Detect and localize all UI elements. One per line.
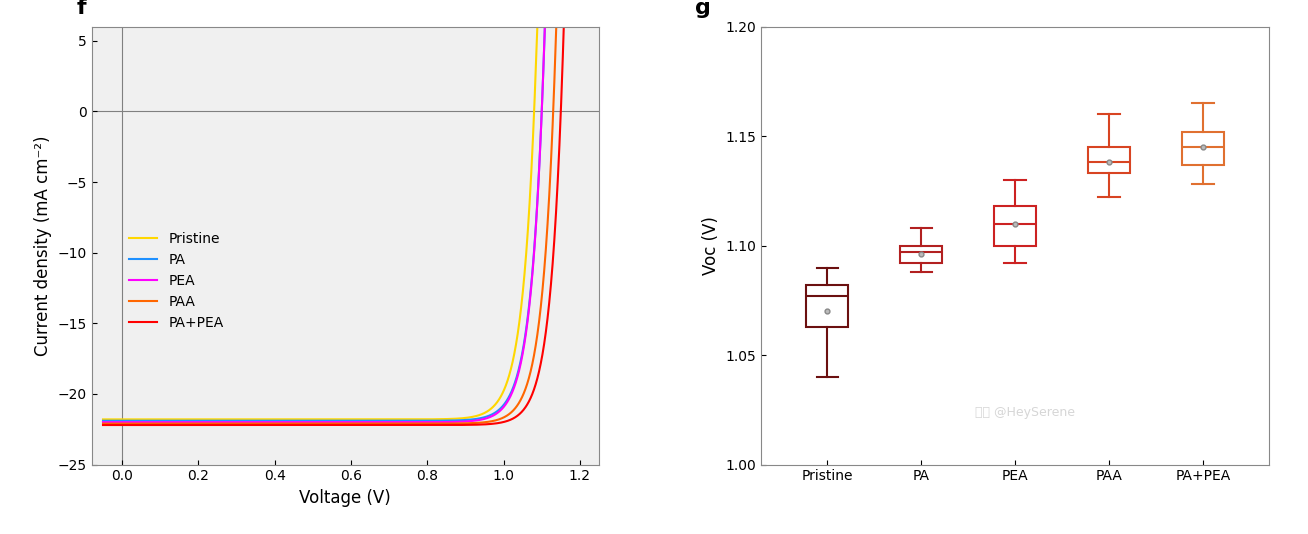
Line: Pristine: Pristine (103, 27, 587, 419)
PAA (318, 420, 334, 427)
PA (566, 23, 582, 30)
Pristine (318, 416, 334, 422)
Pristine (331, 416, 347, 422)
Pristine (530, 23, 545, 30)
Pristine (95, 416, 111, 422)
PEA (318, 419, 334, 426)
PA+PEA (579, 23, 595, 30)
PEA (565, 23, 581, 30)
PA+PEA (120, 422, 136, 428)
PA (565, 23, 581, 30)
PEA (579, 23, 595, 30)
Line: PAA: PAA (103, 27, 587, 423)
Y-axis label: Current density (mA cm⁻²): Current density (mA cm⁻²) (34, 136, 52, 356)
Pristine (579, 23, 595, 30)
PA+PEA (331, 422, 347, 428)
PAA (95, 420, 111, 427)
Text: g: g (695, 0, 710, 18)
Legend: Pristine, PA, PEA, PAA, PA+PEA: Pristine, PA, PEA, PAA, PA+PEA (124, 226, 229, 335)
PEA (331, 419, 347, 426)
PA+PEA (95, 422, 111, 428)
PA (476, 414, 492, 420)
PAA (476, 419, 492, 426)
X-axis label: Voltage (V): Voltage (V) (300, 489, 391, 507)
Pristine (565, 23, 581, 30)
PA+PEA (565, 23, 581, 30)
Y-axis label: Voc (V): Voc (V) (702, 216, 721, 275)
Text: 知乎 @HeySerene: 知乎 @HeySerene (976, 405, 1075, 419)
Line: PEA: PEA (103, 27, 587, 422)
Text: f: f (77, 0, 86, 18)
Pristine (120, 416, 136, 422)
PA (331, 418, 347, 424)
PAA (566, 23, 582, 30)
Pristine (476, 410, 492, 416)
PAA (120, 420, 136, 427)
PEA (566, 23, 582, 30)
PEA (120, 419, 136, 426)
PA+PEA (556, 23, 572, 30)
PEA (95, 419, 111, 426)
Line: PA: PA (103, 27, 587, 421)
PA (318, 418, 334, 424)
PA+PEA (566, 23, 582, 30)
Line: PA+PEA: PA+PEA (103, 27, 587, 425)
PEA (476, 415, 492, 422)
PA (579, 23, 595, 30)
PA+PEA (318, 422, 334, 428)
PAA (331, 420, 347, 427)
PEA (538, 23, 553, 30)
Pristine (566, 23, 582, 30)
PAA (565, 23, 581, 30)
PAA (548, 23, 564, 30)
PA+PEA (476, 421, 492, 428)
PA (538, 23, 553, 30)
PA (95, 418, 111, 424)
PA (120, 418, 136, 424)
PAA (579, 23, 595, 30)
